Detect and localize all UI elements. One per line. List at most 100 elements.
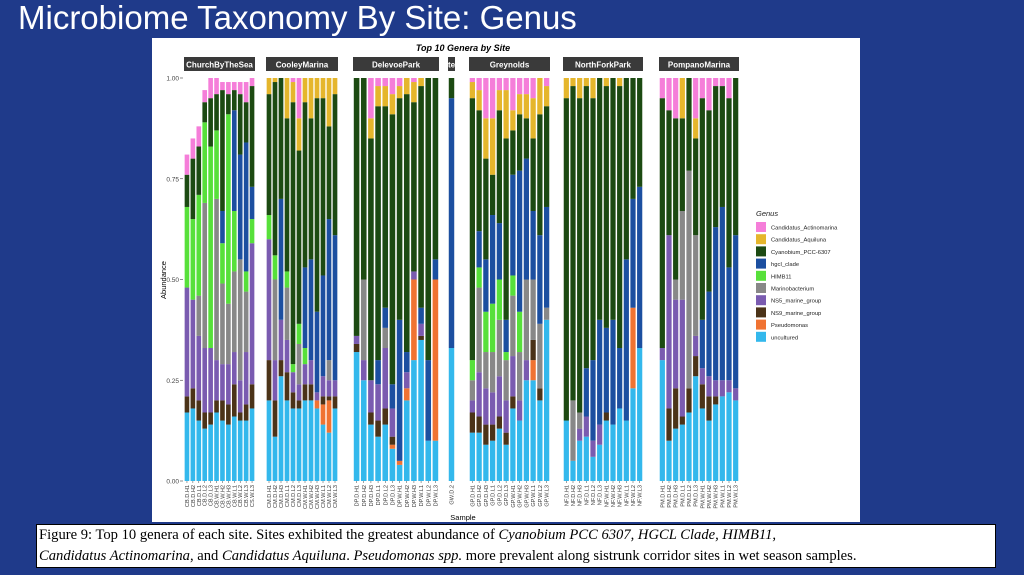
bar-PM.W.H1 xyxy=(699,78,705,481)
x-tick-label: DP.W.H2 xyxy=(405,485,411,507)
bar-segment-HIMB11 xyxy=(214,130,219,199)
x-tick-label: CB.D.L2 xyxy=(203,485,209,506)
bar-segment-Candidatus_Aquiluna xyxy=(272,78,278,83)
x-tick-label: CM.D.H2 xyxy=(273,485,279,508)
bar-segment-Candidatus_Actinomarina xyxy=(243,82,249,103)
x-tick-label: GP.D.L1 xyxy=(491,485,497,506)
bar-segment-hgcI_clade xyxy=(418,307,424,324)
bar-segment-Candidatus_Aquiluna xyxy=(476,90,482,111)
bar-segment-uncultured xyxy=(630,388,636,481)
bar-segment-Candidatus_Actinomarina xyxy=(411,78,417,83)
bar-GP.D.L1 xyxy=(489,78,496,481)
bar-segment-uncultured xyxy=(425,440,432,481)
x-tick-label: GP.W.H3 xyxy=(524,485,530,508)
bar-segment-NS5_marine_group xyxy=(226,364,231,405)
bar-segment-Cyanobium_PCC-6307 xyxy=(719,86,725,207)
x-tick-label: NF.W.H2 xyxy=(611,485,617,507)
y-axis-label: Abundance xyxy=(159,261,168,299)
bar-segment-uncultured xyxy=(418,339,424,481)
bar-segment-uncultured xyxy=(476,432,482,481)
bar-segment-Marinobacterium xyxy=(679,210,685,300)
bar-segment-NS5_marine_group xyxy=(202,348,208,413)
bar-segment-NS5_marine_group xyxy=(713,380,719,397)
bar-segment-Candidatus_Actinomarina xyxy=(231,82,237,91)
x-tick-label: GW.D.2 xyxy=(450,485,456,505)
bar-segment-Candidatus_Aquiluna xyxy=(389,94,396,115)
bar-segment-Cyanobium_PCC-6307 xyxy=(360,78,367,280)
bar-segment-Candidatus_Aquiluna xyxy=(570,78,576,87)
facet-strip xyxy=(563,57,643,71)
facet-label: PompanoMarina xyxy=(668,61,731,70)
bar-segment-Marinobacterium xyxy=(272,279,278,361)
bar-NF.W.L3 xyxy=(637,78,643,481)
bar-segment-Candidatus_Aquiluna xyxy=(583,78,589,87)
bar-segment-Candidatus_Aquiluna xyxy=(617,78,623,87)
bar-segment-NS9_marine_group xyxy=(202,412,208,429)
bar-segment-uncultured xyxy=(523,380,530,481)
bar-segment-Marinobacterium xyxy=(476,287,482,373)
bar-segment-uncultured xyxy=(208,424,213,481)
bar-segment-Cyanobium_PCC-6307 xyxy=(603,86,609,328)
bar-segment-HIMB11 xyxy=(496,279,503,320)
bar-segment-NS9_marine_group xyxy=(302,384,308,401)
x-tick-label: CB.D.H2 xyxy=(191,485,197,507)
x-tick-label: CB.W.L3 xyxy=(244,485,250,507)
bar-segment-Candidatus_Aquiluna xyxy=(375,86,381,107)
x-tick-label: DP.D.H3 xyxy=(369,485,375,506)
bar-segment-Cyanobium_PCC-6307 xyxy=(375,106,381,361)
bar-segment-Cyanobium_PCC-6307 xyxy=(679,118,685,211)
bar-segment-NS5_marine_group xyxy=(583,416,589,437)
facet-label: ChurchByTheSea xyxy=(186,61,253,70)
bar-segment-Marinobacterium xyxy=(693,235,699,336)
bar-segment-Cyanobium_PCC-6307 xyxy=(190,158,196,220)
bar-segment-Candidatus_Aquiluna xyxy=(530,98,536,139)
legend-item-Pseudomonas: Pseudomonas xyxy=(756,319,808,330)
bar-segment-Cyanobium_PCC-6307 xyxy=(733,78,739,236)
bar-segment-Cyanobium_PCC-6307 xyxy=(659,98,665,349)
bar-segment-NS9_marine_group xyxy=(272,400,278,437)
bar-segment-Cyanobium_PCC-6307 xyxy=(196,146,202,195)
bar-segment-uncultured xyxy=(326,432,332,481)
facet-label: Greynolds xyxy=(490,61,530,70)
bar-segment-Candidatus_Aquiluna xyxy=(693,118,699,139)
bar-segment-NS9_marine_group xyxy=(226,404,231,425)
bar-segment-NS5_marine_group xyxy=(693,335,699,357)
bar-segment-Candidatus_Aquiluna xyxy=(543,86,550,107)
bar-segment-Candidatus_Actinomarina xyxy=(659,78,665,99)
bar-NF.D.H1 xyxy=(563,78,569,481)
bar-segment-HIMB11 xyxy=(516,311,523,353)
legend-label: uncultured xyxy=(771,335,798,341)
y-tick-label: 0.75 xyxy=(166,176,179,183)
bar-segment-uncultured xyxy=(266,400,272,481)
bar-segment-uncultured xyxy=(226,424,231,481)
x-tick-label: DP.D.L2 xyxy=(383,485,389,505)
bar-segment-Candidatus_Actinomarina xyxy=(530,78,536,99)
bar-segment-Marinobacterium xyxy=(577,412,583,429)
x-tick-label: GP.D.L2 xyxy=(497,485,503,506)
bar-segment-Candidatus_Aquiluna xyxy=(308,78,314,119)
bar-segment-Candidatus_Aquiluna xyxy=(332,78,338,95)
bar-segment-NS9_marine_group xyxy=(214,400,219,413)
x-tick-label: CS.W.L3 xyxy=(250,485,256,507)
x-tick-label: CB.W.H3 xyxy=(226,485,232,508)
caption-line-2: Candidatus Actinomarina, and Candidatus … xyxy=(39,546,993,567)
bar-segment-Candidatus_Aquiluna xyxy=(496,90,503,111)
bar-segment-hgcI_clade xyxy=(243,142,249,272)
x-tick-label: NF.D.H1 xyxy=(564,485,570,506)
bar-segment-NS5_marine_group xyxy=(411,271,417,280)
legend-swatch xyxy=(756,319,766,330)
bar-segment-uncultured xyxy=(706,420,712,481)
bar-segment-uncultured xyxy=(597,444,603,481)
bar-segment-Candidatus_Actinomarina xyxy=(673,78,679,119)
bar-segment-uncultured xyxy=(308,400,314,481)
x-tick-label: NF.W.L2 xyxy=(631,485,637,506)
bar-segment-uncultured xyxy=(375,436,381,481)
bar-segment-NS9_marine_group xyxy=(496,416,503,429)
legend: Genus Candidatus_Actinomarina Candidatus_A… xyxy=(756,209,838,342)
bar-segment-Marinobacterium xyxy=(489,352,496,393)
bar-segment-Candidatus_Aquiluna xyxy=(537,78,543,115)
bar-segment-hgcI_clade xyxy=(432,259,439,280)
bar-segment-NS5_marine_group xyxy=(272,360,278,401)
bar-segment-hgcI_clade xyxy=(425,360,432,441)
x-tick-label: NF.D.L2 xyxy=(591,485,597,505)
